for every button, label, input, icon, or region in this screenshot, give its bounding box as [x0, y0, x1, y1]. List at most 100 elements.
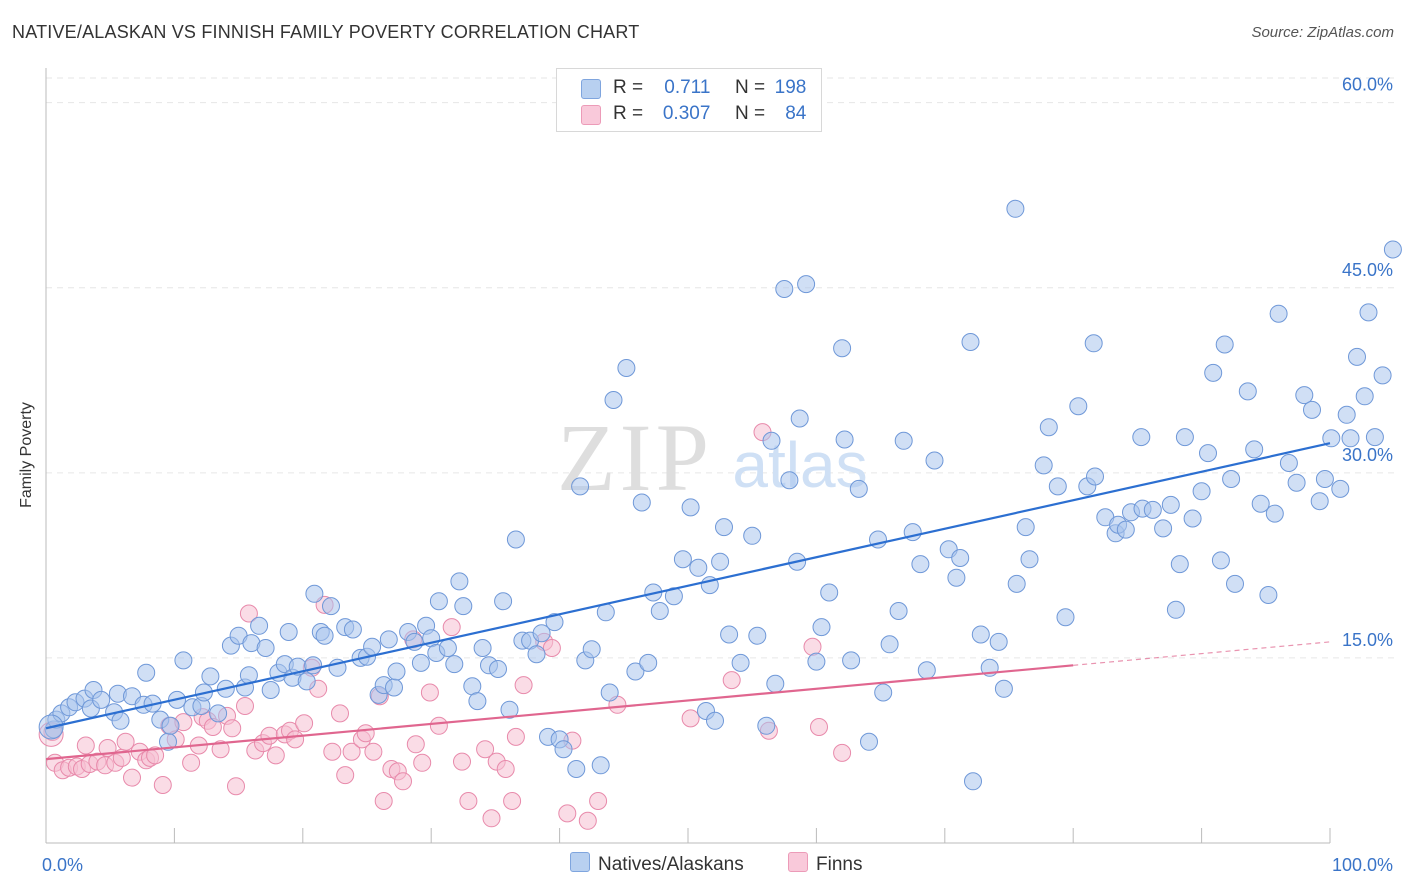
- native-point: [387, 662, 406, 681]
- native-point: [964, 772, 982, 791]
- native-point: [833, 339, 852, 358]
- native-point: [797, 275, 816, 294]
- native-point: [874, 683, 893, 702]
- finn-point: [406, 735, 425, 754]
- native-point: [925, 451, 944, 470]
- bottom-legend-label-finns: Finns: [816, 854, 863, 875]
- native-point: [1039, 418, 1058, 437]
- native-point: [994, 679, 1013, 698]
- finn-point: [803, 637, 822, 656]
- finn-point: [331, 704, 349, 723]
- native-point: [494, 592, 513, 611]
- axes: [45, 68, 1331, 844]
- native-point: [835, 430, 854, 449]
- bottom-legend-swatch-natives: [570, 852, 590, 872]
- native-point: [571, 477, 590, 496]
- x-tick-label: 100.0%: [1332, 855, 1393, 875]
- finn-point: [453, 752, 471, 771]
- finn-point: [482, 809, 501, 828]
- finn-point: [76, 736, 95, 755]
- finn-point: [413, 753, 432, 772]
- native-point: [111, 711, 130, 730]
- bottom-legend-natives: Natives/Alaskans: [570, 852, 744, 876]
- native-point: [673, 550, 692, 569]
- native-point: [1211, 551, 1230, 570]
- native-point: [1373, 366, 1392, 385]
- native-point: [1006, 199, 1025, 218]
- natives-trend-line: [45, 442, 1331, 730]
- native-point: [1315, 470, 1334, 488]
- finn-point: [833, 743, 852, 762]
- native-point: [500, 700, 519, 719]
- native-point: [343, 620, 362, 639]
- finns-trend-line: [45, 664, 1074, 761]
- native-point: [1303, 400, 1321, 419]
- native-point: [1310, 492, 1329, 511]
- trend-lines: [45, 442, 1331, 761]
- native-point: [445, 655, 464, 674]
- native-point: [961, 333, 980, 351]
- finn-point: [810, 718, 828, 736]
- bottom-legend-swatch-finns: [788, 852, 808, 872]
- native-point: [545, 613, 564, 632]
- y-tick-label: 60.0%: [1342, 75, 1393, 95]
- native-point: [880, 635, 899, 654]
- y-tick-label: 45.0%: [1342, 260, 1393, 280]
- native-point: [468, 692, 487, 711]
- native-point: [1245, 440, 1264, 459]
- native-point: [989, 632, 1008, 651]
- native-point: [632, 493, 651, 512]
- native-point: [379, 630, 398, 649]
- native-point: [1170, 555, 1189, 574]
- native-point: [161, 716, 180, 735]
- native-point: [1161, 495, 1180, 514]
- finn-point: [459, 792, 478, 810]
- native-point: [807, 652, 826, 671]
- native-point: [790, 409, 809, 428]
- native-point: [322, 597, 340, 616]
- native-point: [951, 549, 970, 567]
- native-point: [1204, 363, 1223, 382]
- native-point: [911, 555, 930, 574]
- native-point: [1238, 382, 1257, 401]
- native-point: [1341, 429, 1360, 448]
- native-point: [711, 552, 730, 571]
- native-point: [715, 518, 733, 537]
- finn-point: [356, 724, 375, 743]
- native-point: [1383, 240, 1402, 259]
- finn-point: [342, 742, 361, 761]
- finn-point: [116, 732, 135, 751]
- native-point: [1020, 550, 1039, 569]
- source-label: Source: ZipAtlas.com: [1251, 24, 1394, 41]
- legend-swatch-natives: [581, 79, 601, 99]
- native-point: [889, 602, 908, 620]
- native-point: [1287, 473, 1306, 492]
- native-point: [748, 626, 767, 645]
- native-point: [554, 740, 573, 759]
- native-point: [894, 431, 913, 450]
- native-point: [689, 558, 708, 577]
- finns-trend-extension: [1073, 641, 1331, 666]
- finn-point: [266, 746, 285, 765]
- native-point: [1069, 397, 1088, 416]
- native-point: [780, 471, 799, 490]
- native-point: [250, 616, 269, 635]
- native-point: [1048, 477, 1067, 496]
- finn-point: [496, 760, 515, 778]
- finn-point: [227, 777, 245, 796]
- native-point: [664, 587, 683, 606]
- native-point: [1331, 479, 1350, 498]
- legend-n-label: N =: [734, 77, 766, 98]
- native-point: [438, 639, 457, 657]
- native-point: [363, 637, 382, 656]
- native-point: [775, 280, 794, 298]
- native-point: [604, 391, 623, 409]
- blue-points: [38, 199, 1402, 791]
- native-point: [1222, 470, 1241, 488]
- native-point: [1348, 347, 1366, 366]
- x-tick-label: 0.0%: [42, 855, 83, 875]
- finn-point: [578, 811, 597, 830]
- finn-point: [558, 804, 577, 823]
- legend-r-label: R =: [613, 77, 644, 98]
- native-point: [473, 639, 492, 657]
